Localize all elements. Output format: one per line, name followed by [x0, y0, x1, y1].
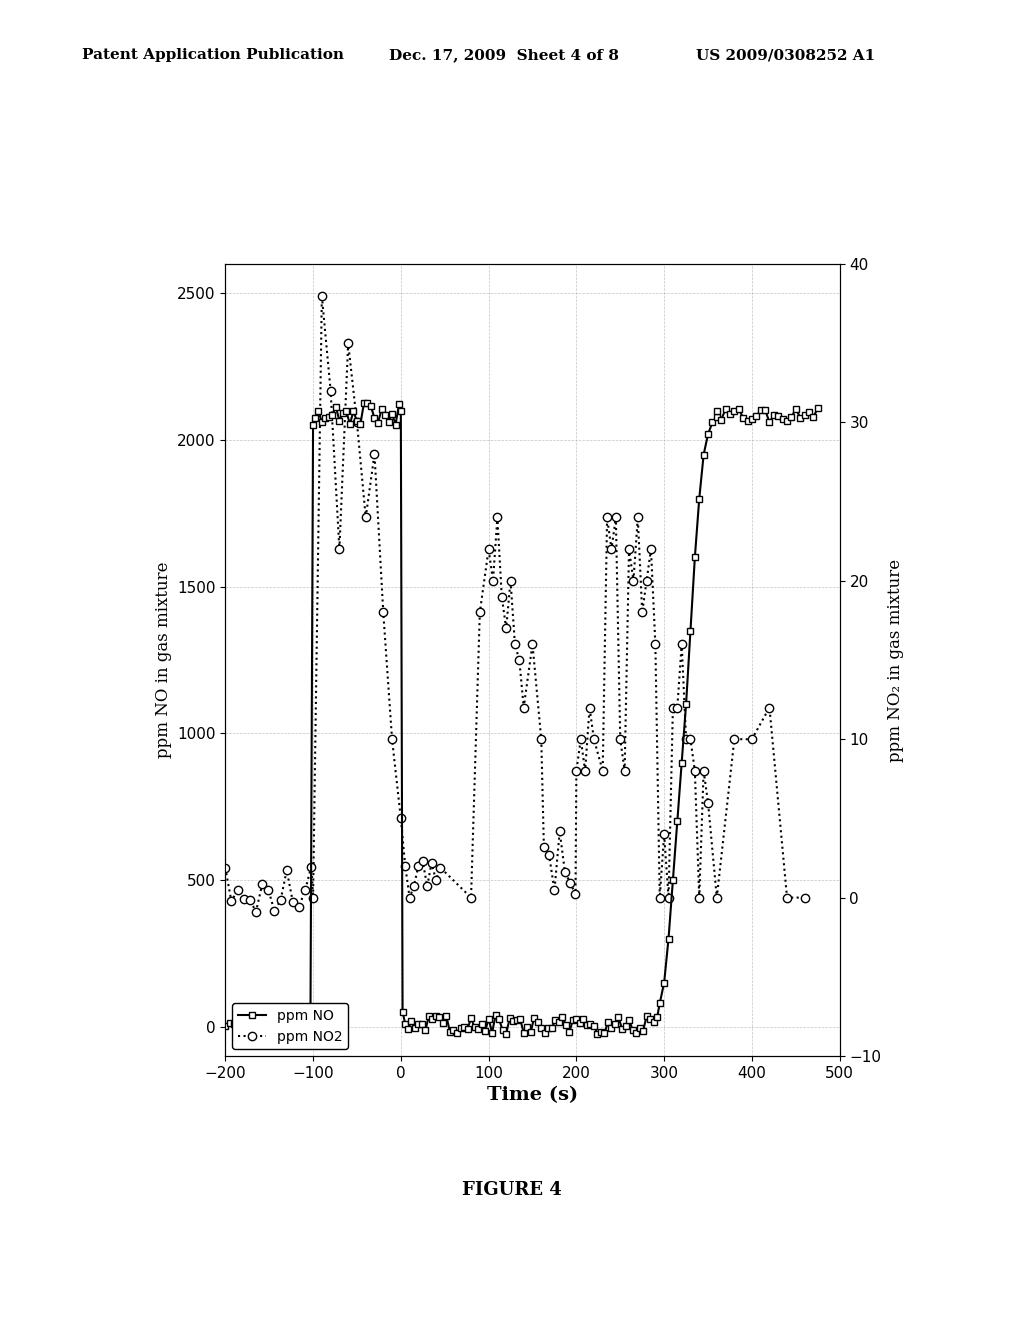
Y-axis label: ppm NO₂ in gas mixture: ppm NO₂ in gas mixture: [887, 558, 904, 762]
ppm NO2: [293, 899, 305, 915]
Text: FIGURE 4: FIGURE 4: [462, 1180, 562, 1199]
Line: ppm NO2: ppm NO2: [221, 292, 809, 916]
ppm NO: [455, 1020, 467, 1036]
ppm NO: [812, 400, 824, 416]
ppm NO: [711, 403, 723, 418]
ppm NO: [500, 1026, 512, 1041]
ppm NO: [591, 1026, 603, 1041]
Text: Dec. 17, 2009  Sheet 4 of 8: Dec. 17, 2009 Sheet 4 of 8: [389, 49, 620, 62]
ppm NO: [393, 396, 406, 412]
ppm NO2: [377, 605, 389, 620]
Text: Patent Application Publication: Patent Application Publication: [82, 49, 344, 62]
Text: US 2009/0308252 A1: US 2009/0308252 A1: [696, 49, 876, 62]
ppm NO2: [799, 890, 811, 906]
ppm NO2: [676, 636, 688, 652]
ppm NO: [640, 1008, 652, 1024]
ppm NO2: [781, 890, 794, 906]
ppm NO: [361, 395, 374, 411]
Legend: ppm NO, ppm NO2: ppm NO, ppm NO2: [232, 1003, 348, 1049]
ppm NO2: [315, 288, 328, 304]
X-axis label: Time (s): Time (s): [487, 1086, 578, 1105]
Y-axis label: ppm NO in gas mixture: ppm NO in gas mixture: [155, 562, 171, 758]
ppm NO2: [394, 810, 407, 826]
ppm NO: [219, 1018, 231, 1034]
Line: ppm NO: ppm NO: [222, 399, 821, 1038]
ppm NO2: [219, 859, 231, 875]
ppm NO: [413, 1016, 425, 1032]
ppm NO2: [250, 904, 262, 920]
ppm NO2: [569, 887, 582, 903]
